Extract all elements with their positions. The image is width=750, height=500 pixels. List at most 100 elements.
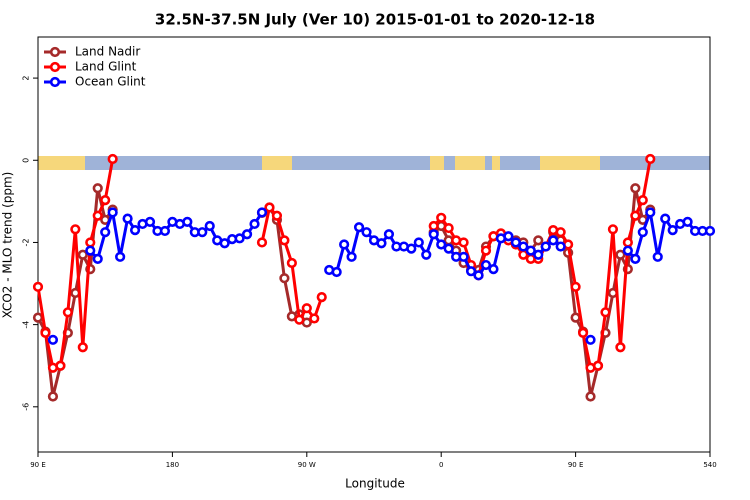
data-point	[77, 249, 88, 260]
data-point	[480, 245, 492, 256]
data-point	[443, 243, 454, 254]
data-point	[630, 183, 641, 194]
data-point	[540, 241, 551, 252]
data-point	[637, 195, 648, 206]
land-band	[455, 156, 485, 170]
data-point	[510, 237, 521, 248]
data-point	[428, 220, 439, 232]
x-tick-label: 90 W	[298, 461, 316, 469]
data-point	[197, 227, 208, 238]
data-point	[473, 270, 484, 281]
data-point	[346, 251, 357, 262]
data-point	[615, 342, 626, 353]
series-line	[36, 158, 652, 370]
data-point	[122, 213, 133, 224]
data-point	[249, 218, 260, 230]
data-point	[682, 216, 693, 228]
data-point	[144, 216, 156, 228]
data-point	[77, 342, 88, 353]
data-point	[443, 222, 454, 234]
data-point	[660, 213, 671, 224]
data-point	[533, 235, 544, 246]
data-point	[630, 253, 641, 264]
data-point	[383, 229, 395, 240]
x-tick-label: 90 E	[568, 461, 584, 469]
data-point	[570, 281, 581, 292]
data-point	[704, 225, 716, 237]
legend-marker	[49, 46, 61, 58]
data-point	[115, 251, 126, 262]
data-point	[32, 312, 44, 323]
legend-label: Land Nadir	[75, 45, 140, 59]
data-point	[652, 251, 663, 262]
data-point	[264, 202, 275, 213]
data-point	[413, 237, 424, 248]
data-point	[607, 224, 619, 235]
x-tick-label: 90 E	[30, 461, 46, 469]
ocean-band	[38, 156, 710, 170]
data-point	[100, 195, 111, 206]
data-point	[585, 334, 596, 345]
data-point	[645, 207, 656, 218]
data-point	[256, 207, 268, 218]
data-point	[40, 327, 51, 338]
data-point	[667, 225, 678, 236]
plot-frame	[37, 36, 711, 453]
data-point	[406, 243, 417, 254]
data-point	[92, 210, 103, 221]
data-point	[622, 245, 633, 256]
data-point	[316, 291, 327, 303]
data-point	[219, 238, 230, 249]
data-point	[577, 327, 589, 338]
data-point	[428, 229, 439, 240]
data-point	[92, 253, 103, 264]
data-point	[256, 237, 268, 248]
data-point	[204, 220, 215, 232]
data-point	[107, 153, 118, 165]
data-point	[271, 210, 283, 221]
y-tick-label: 2	[22, 76, 31, 81]
data-point	[376, 238, 387, 249]
land-band	[262, 156, 292, 170]
data-point	[630, 210, 641, 221]
land-ocean-strip	[38, 156, 710, 170]
data-point	[241, 229, 253, 240]
data-point	[637, 227, 648, 238]
land-band	[492, 156, 500, 170]
data-point	[47, 334, 59, 345]
data-point	[286, 257, 297, 269]
data-point	[100, 227, 111, 238]
x-tick-label: 0	[439, 461, 443, 469]
y-axis-label: XCO2 - MLO trend (ppm)	[1, 172, 15, 319]
land-band	[430, 156, 444, 170]
data-point	[279, 235, 290, 246]
data-point	[32, 281, 44, 292]
data-point	[353, 222, 365, 233]
data-point	[92, 183, 103, 194]
legend-marker	[49, 61, 61, 73]
data-point	[645, 153, 656, 165]
data-point	[301, 303, 312, 314]
data-point	[615, 249, 626, 260]
y-tick-label: 0	[22, 158, 31, 163]
data-point	[525, 245, 536, 256]
data-point	[309, 313, 320, 324]
data-point	[279, 273, 290, 284]
data-point	[85, 237, 96, 248]
data-point	[533, 249, 544, 260]
data-point	[570, 312, 581, 323]
data-point	[488, 264, 499, 275]
data-point	[436, 212, 447, 223]
land-band	[540, 156, 600, 170]
data-point	[331, 266, 342, 278]
x-axis-label: Longitude	[345, 477, 405, 491]
data-point	[465, 266, 477, 277]
data-point	[555, 227, 566, 238]
data-point	[294, 314, 305, 325]
data-point	[548, 235, 559, 246]
legend-marker	[49, 76, 61, 88]
data-point	[585, 391, 596, 402]
data-point	[503, 231, 514, 242]
data-point	[518, 241, 529, 252]
x-tick-label: 540	[703, 461, 716, 469]
